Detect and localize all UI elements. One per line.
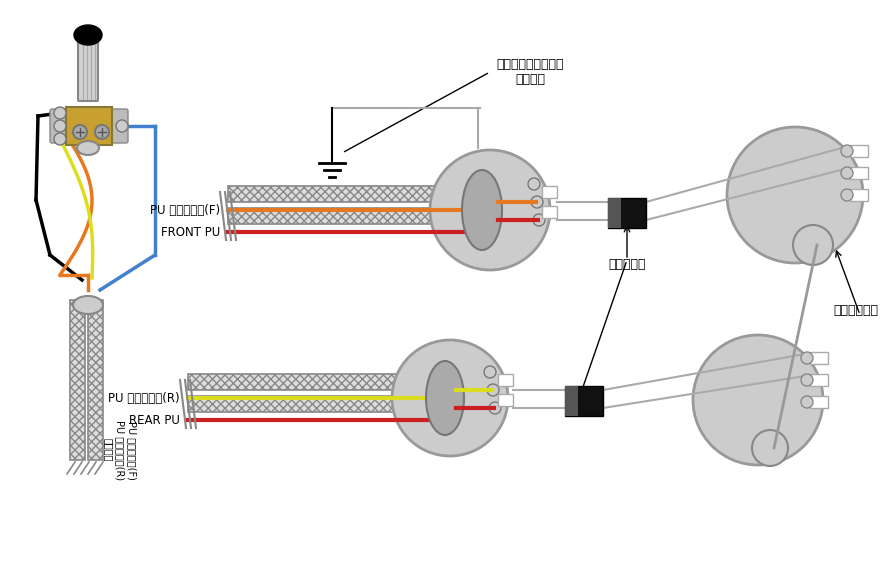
Circle shape <box>54 120 66 132</box>
Circle shape <box>840 145 852 157</box>
Circle shape <box>726 127 862 263</box>
FancyBboxPatch shape <box>108 109 128 143</box>
FancyBboxPatch shape <box>78 34 97 101</box>
Bar <box>228 208 482 224</box>
Text: PU セレクター(R): PU セレクター(R) <box>114 420 125 480</box>
Circle shape <box>800 374 812 386</box>
Text: シャフト: シャフト <box>103 438 113 462</box>
Text: PU セレクター(F): PU セレクター(F) <box>149 204 220 217</box>
Circle shape <box>840 189 852 201</box>
Bar <box>88 300 103 460</box>
Bar <box>809 396 827 408</box>
Text: コンデンサ: コンデンサ <box>608 259 645 272</box>
Bar <box>849 145 867 157</box>
Circle shape <box>73 125 87 139</box>
Bar <box>564 386 578 416</box>
Ellipse shape <box>461 170 502 250</box>
Text: テールピースからの
アース線: テールピースからの アース線 <box>495 58 563 86</box>
Circle shape <box>530 196 543 208</box>
Circle shape <box>54 133 66 145</box>
Bar <box>849 189 867 201</box>
Circle shape <box>95 125 109 139</box>
Text: スズメッキ線: スズメッキ線 <box>832 303 877 316</box>
Bar <box>66 107 112 145</box>
Bar <box>228 186 482 202</box>
Bar <box>607 198 645 228</box>
Ellipse shape <box>74 25 102 45</box>
Bar <box>849 167 867 179</box>
Circle shape <box>429 150 550 270</box>
Circle shape <box>116 120 128 132</box>
Bar <box>497 394 512 406</box>
Bar <box>809 352 827 364</box>
Bar <box>188 396 443 412</box>
Bar <box>188 374 443 390</box>
Bar <box>809 374 827 386</box>
Ellipse shape <box>426 361 463 435</box>
Bar <box>607 198 620 228</box>
Ellipse shape <box>77 141 99 155</box>
Text: PU セレクター(R): PU セレクター(R) <box>108 391 180 404</box>
Bar <box>564 386 603 416</box>
Circle shape <box>392 340 508 456</box>
Bar <box>497 374 512 386</box>
FancyBboxPatch shape <box>50 109 70 143</box>
Bar <box>70 300 85 460</box>
Circle shape <box>527 178 539 190</box>
Text: PU セレクター(F): PU セレクター(F) <box>127 421 137 480</box>
Circle shape <box>486 384 499 396</box>
Circle shape <box>800 352 812 364</box>
Circle shape <box>488 402 501 414</box>
Text: FRONT PU: FRONT PU <box>161 226 220 239</box>
Circle shape <box>800 396 812 408</box>
Circle shape <box>533 214 544 226</box>
Circle shape <box>54 107 66 119</box>
Text: REAR PU: REAR PU <box>129 413 180 426</box>
Bar <box>542 206 556 218</box>
Circle shape <box>751 430 787 466</box>
Circle shape <box>840 167 852 179</box>
Circle shape <box>792 225 832 265</box>
Bar <box>542 186 556 198</box>
Circle shape <box>484 366 495 378</box>
Ellipse shape <box>73 296 103 314</box>
Circle shape <box>692 335 822 465</box>
